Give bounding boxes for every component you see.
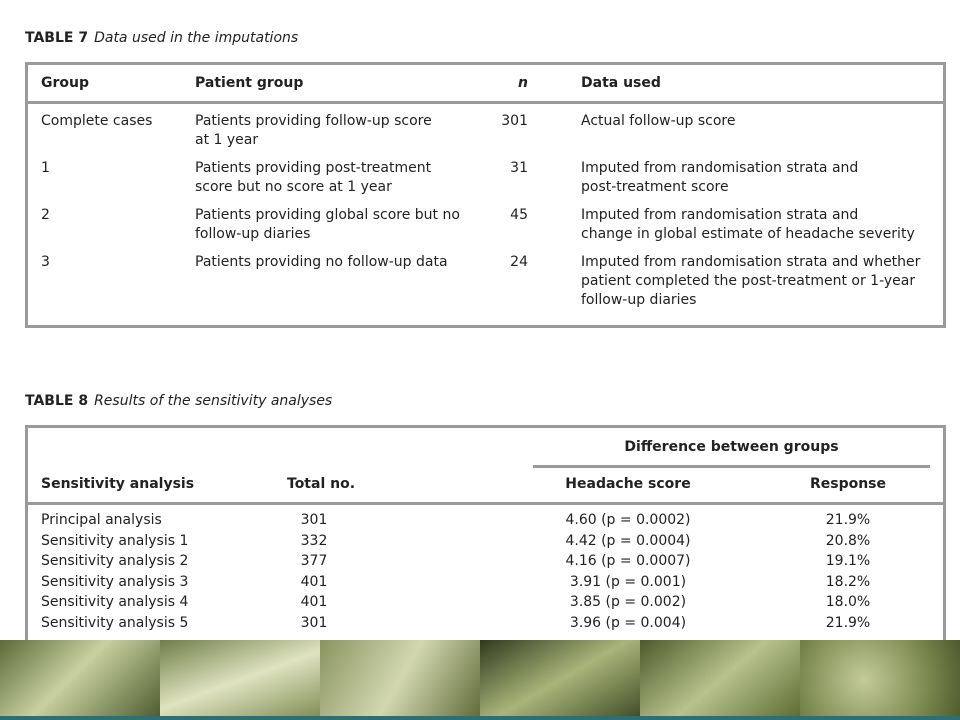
table-caption: TABLE 7 Data used in the imputations bbox=[25, 30, 298, 46]
group-header: Difference between groups bbox=[624, 439, 839, 455]
table-label: TABLE 7 bbox=[25, 30, 89, 46]
cell: 21.9% bbox=[825, 512, 871, 528]
column-header: n bbox=[518, 75, 528, 91]
column-header: Sensitivity analysis bbox=[41, 476, 195, 492]
cell-line: at 1 year bbox=[195, 132, 259, 148]
cell: 301 bbox=[300, 512, 328, 528]
cell: 24 bbox=[510, 254, 528, 270]
column-header: Headache score bbox=[565, 476, 691, 492]
cell: Complete cases bbox=[41, 113, 153, 129]
cell-line: score but no score at 1 year bbox=[195, 179, 392, 195]
column-header: Group bbox=[41, 75, 90, 91]
group-rule bbox=[533, 465, 930, 468]
cell: 3.96 (p = 0.004) bbox=[569, 614, 687, 631]
bottom-bar bbox=[0, 716, 960, 720]
cell-line: follow-up diaries bbox=[581, 292, 697, 308]
cell: 301 bbox=[300, 614, 328, 631]
cell: 18.0% bbox=[825, 594, 871, 610]
cell: 401 bbox=[300, 594, 328, 610]
cell: 401 bbox=[300, 573, 328, 590]
column-header: Patient group bbox=[195, 75, 304, 91]
photo-strip bbox=[0, 640, 960, 720]
cell-line: post-treatment score bbox=[581, 179, 729, 195]
caption-text: Data used in the imputations bbox=[94, 30, 299, 46]
photo bbox=[320, 640, 480, 720]
cell-line: patient completed the post-treatment or … bbox=[581, 273, 916, 289]
cell-line: Imputed from randomisation strata and bbox=[581, 207, 859, 223]
column-header: Data used bbox=[581, 75, 661, 91]
cell-line: Patients providing global score but no bbox=[195, 207, 460, 223]
cell: 4.60 (p = 0.0002) bbox=[565, 512, 691, 528]
cell-line: Patients providing no follow-up data bbox=[195, 254, 448, 270]
cell: 21.9% bbox=[825, 614, 871, 631]
column-header: Response bbox=[809, 476, 887, 492]
table-caption: TABLE 8 Results of the sensitivity analys… bbox=[25, 393, 332, 409]
cell: Sensitivity analysis 2 bbox=[41, 553, 189, 569]
header-rule bbox=[25, 101, 946, 104]
caption-text: Results of the sensitivity analyses bbox=[94, 393, 333, 409]
cell: Sensitivity analysis 4 bbox=[41, 594, 189, 610]
cell: 31 bbox=[510, 160, 528, 176]
cell: Sensitivity analysis 3 bbox=[41, 573, 189, 590]
cell-line: change in global estimate of headache se… bbox=[581, 226, 915, 242]
cell: 3.91 (p = 0.001) bbox=[569, 573, 687, 590]
cell: 4.16 (p = 0.0007) bbox=[565, 553, 691, 569]
cell: 301 bbox=[501, 113, 528, 129]
header-rule bbox=[25, 502, 946, 505]
cell-line: Imputed from randomisation strata and bbox=[581, 160, 859, 176]
cell: 45 bbox=[510, 207, 528, 223]
cell: 3.85 (p = 0.002) bbox=[569, 594, 687, 610]
photo bbox=[800, 640, 960, 720]
cell: 4.42 (p = 0.0004) bbox=[565, 532, 691, 549]
cell: Sensitivity analysis 1 bbox=[41, 532, 189, 549]
cell: 19.1% bbox=[825, 553, 871, 569]
cell: 1 bbox=[41, 160, 50, 176]
cell-line: Imputed from randomisation strata and wh… bbox=[581, 254, 921, 270]
cell: Sensitivity analysis 5 bbox=[41, 614, 189, 631]
table-label: TABLE 8 bbox=[25, 393, 89, 409]
photo bbox=[160, 640, 320, 720]
cell-line: Actual follow-up score bbox=[581, 113, 736, 129]
cell: 3 bbox=[41, 254, 50, 270]
cell: 377 bbox=[300, 553, 328, 569]
cell: 2 bbox=[41, 207, 50, 223]
cell: Principal analysis bbox=[41, 512, 162, 528]
photo bbox=[640, 640, 800, 720]
column-header: Total no. bbox=[287, 476, 356, 492]
cell-line: Patients providing post-treatment bbox=[195, 160, 432, 176]
cell: 20.8% bbox=[825, 532, 871, 549]
table-frame bbox=[25, 62, 946, 328]
photo bbox=[0, 640, 160, 720]
cell: 332 bbox=[300, 532, 328, 549]
photo bbox=[480, 640, 640, 720]
cell-line: follow-up diaries bbox=[195, 226, 311, 242]
cell: 18.2% bbox=[825, 573, 871, 590]
cell-line: Patients providing follow-up score bbox=[195, 113, 432, 129]
